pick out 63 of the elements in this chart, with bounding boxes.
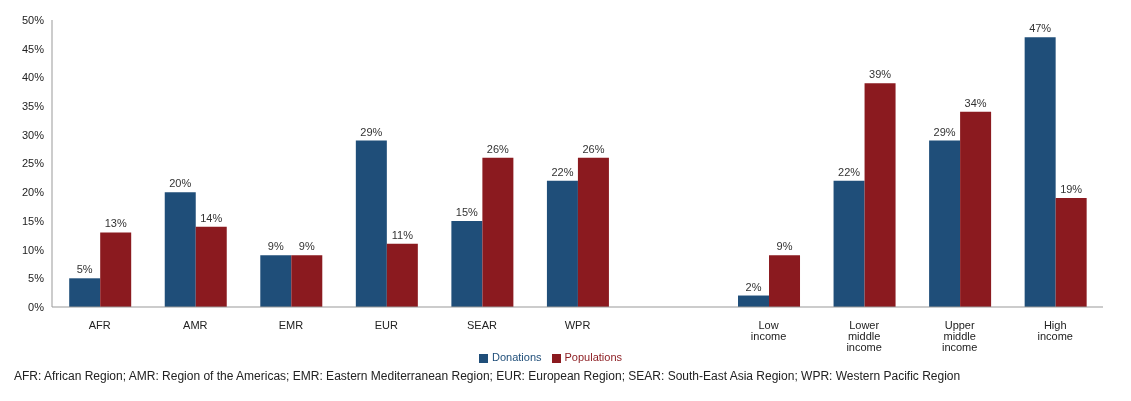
data-label: 22% [838,165,861,178]
bar [386,243,418,307]
y-tick-label: 45% [21,42,45,55]
y-tick-label: 15% [21,214,45,227]
bar [260,255,292,307]
bar [960,111,992,307]
x-tick-label: EUR [374,318,399,331]
y-tick-label: 50% [21,13,45,26]
bar [769,255,801,307]
x-tick-label: EMR [278,318,304,331]
data-label: 9% [267,240,284,253]
y-tick-label: 10% [21,243,45,256]
bar [100,232,132,307]
bar [451,220,483,307]
bar [195,226,227,307]
data-label: 9% [776,240,793,253]
y-tick-label: 40% [21,71,45,84]
data-label: 15% [455,205,479,218]
bar [929,140,961,307]
y-tick-label: 35% [21,100,45,112]
y-tick-label: 25% [21,157,45,170]
y-tick-label: 30% [21,128,45,141]
data-label: 2% [745,280,762,293]
bar [546,180,578,307]
legend-label: Populations [564,351,623,363]
data-label: 19% [1060,182,1083,195]
data-label: 13% [104,217,127,230]
bar [164,192,196,307]
bar [482,157,514,307]
x-tick-label: Low income [750,318,787,342]
data-label: 20% [169,177,192,190]
bar [1055,197,1087,307]
x-tick-label: AFR [88,318,111,331]
legend-label: Donations [491,351,542,363]
data-label: 5% [76,263,93,276]
data-label: 39% [869,68,892,81]
data-label: 11% [391,228,414,241]
data-label: 9% [298,240,315,253]
data-label: 34% [964,96,987,109]
data-label: 29% [360,125,383,138]
bar [577,157,609,307]
data-label: 29% [933,125,956,138]
x-tick-label: SEAR [466,318,497,331]
bar [1024,37,1056,307]
x-tick-label: WPR [564,318,591,331]
data-label: 22% [551,165,574,178]
y-tick-label: 0% [28,300,45,313]
data-label: 26% [582,142,605,155]
data-label: 47% [1029,22,1052,35]
bar [864,83,896,307]
bar [355,140,387,307]
bar [291,255,323,307]
y-tick-label: 5% [28,272,45,285]
x-tick-label: AMR [183,318,208,331]
bar [833,180,865,307]
data-label: 14% [200,211,223,224]
x-tick-label: High income [1037,318,1073,342]
x-tick-label: Lower middle income [846,318,882,353]
bar [69,278,101,307]
y-tick-label: 20% [21,186,45,199]
text: AFR: African Region; AMR: Region of the Americas; EMR: Eastern Mediterranean Region; EUR: European Region; SEAR: South-East Asia Region; WPR: Western Pacific Region [13,369,962,383]
x-tick-label: Upper middle income [941,318,978,353]
data-label: 26% [486,142,510,155]
